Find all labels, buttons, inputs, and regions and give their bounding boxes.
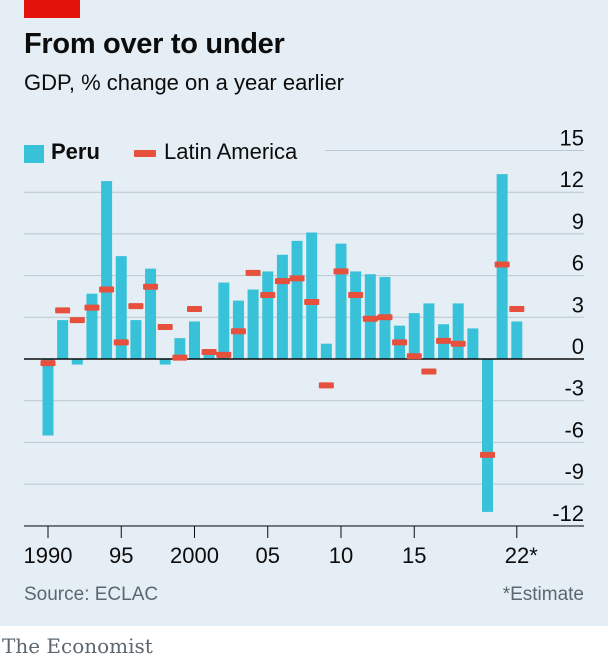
peru-bar	[42, 359, 54, 436]
latin-america-marker	[494, 261, 510, 268]
latin-america-marker	[289, 275, 305, 282]
estimate-footnote: *Estimate	[502, 584, 584, 605]
peru-bar	[262, 271, 274, 359]
y-tick-label: 0	[572, 334, 584, 359]
x-tick-label: 15	[402, 543, 426, 568]
latin-america-marker	[230, 328, 246, 335]
gdp-bar-chart: 15 12 9 6 3 0 -3 -6 -9 -12 1990 95 2000 05 10 15 22*	[24, 126, 584, 568]
y-tick-label: -9	[564, 459, 584, 484]
economist-brand: The Economist	[2, 634, 153, 658]
peru-bar	[101, 181, 113, 359]
x-tick-label: 22*	[505, 543, 538, 568]
latin-america-marker	[362, 315, 378, 322]
peru-bar	[174, 338, 186, 359]
x-tick-label: 10	[329, 543, 353, 568]
peru-bar	[511, 321, 523, 359]
latin-america-marker	[406, 353, 422, 360]
latin-america-marker	[274, 278, 290, 285]
peru-bar	[350, 271, 362, 359]
peru-bar	[452, 303, 464, 359]
latin-america-marker	[55, 307, 71, 314]
latin-america-marker	[128, 303, 144, 310]
peru-bar	[115, 256, 127, 359]
peru-bar	[467, 328, 479, 359]
latin-america-marker	[99, 286, 115, 293]
y-tick-label: 12	[560, 167, 584, 192]
peru-bar	[218, 282, 230, 359]
peru-bar	[57, 320, 69, 359]
latin-america-marker	[348, 292, 364, 299]
peru-bar	[130, 320, 142, 359]
chart-subtitle: GDP, % change on a year earlier	[24, 70, 344, 95]
y-tick-label: 15	[560, 126, 584, 151]
latin-america-marker	[113, 339, 129, 346]
latin-america-marker	[157, 324, 173, 331]
y-tick-label: -6	[564, 417, 584, 442]
peru-bar	[423, 303, 435, 359]
peru-bar	[189, 321, 200, 359]
source-note: Source: ECLAC	[24, 584, 159, 605]
latin-america-marker	[260, 292, 276, 299]
latin-america-marker	[450, 340, 466, 347]
x-tick-label: 05	[256, 543, 280, 568]
peru-bar	[159, 359, 171, 365]
latin-america-marker	[392, 339, 408, 346]
latin-america-marker	[69, 317, 85, 324]
peru-bar	[306, 232, 318, 359]
latin-america-marker	[84, 304, 100, 311]
peru-bar	[86, 293, 98, 359]
y-tick-label: 9	[572, 209, 584, 234]
peru-bar	[291, 240, 303, 359]
latin-america-marker	[245, 269, 261, 276]
latin-america-marker	[201, 349, 217, 356]
x-tick-label: 95	[109, 543, 133, 568]
legend-latin-america-label: Latin America	[164, 139, 298, 164]
latin-america-marker	[421, 368, 437, 375]
y-tick-label: -12	[552, 501, 584, 526]
x-tick-label: 2000	[170, 543, 219, 568]
legend-peru-swatch	[24, 145, 44, 163]
latin-america-marker	[143, 283, 159, 290]
peru-bar	[247, 289, 259, 359]
latin-america-marker	[436, 337, 452, 344]
latin-america-marker	[377, 314, 393, 321]
brand-red-tag	[24, 0, 80, 18]
peru-bar	[482, 359, 493, 512]
latin-america-marker	[480, 451, 495, 458]
peru-bar	[145, 268, 157, 359]
x-tick-label: 1990	[24, 543, 73, 568]
latin-america-markers	[40, 261, 525, 458]
peru-bar	[335, 243, 347, 359]
x-axis: 1990 95 2000 05 10 15 22*	[24, 525, 584, 568]
latin-america-marker	[187, 305, 202, 312]
chart-title: From over to under	[24, 28, 285, 60]
y-tick-label: 3	[572, 292, 584, 317]
legend-latin-america-swatch	[134, 150, 156, 157]
peru-bar	[276, 254, 288, 359]
peru-bar	[408, 313, 420, 359]
y-tick-label: 6	[572, 251, 584, 276]
latin-america-marker	[333, 268, 349, 275]
latin-america-marker	[509, 305, 525, 312]
latin-america-marker	[304, 299, 320, 306]
peru-bar	[320, 343, 332, 359]
latin-america-marker	[172, 354, 188, 361]
latin-america-marker	[318, 382, 334, 389]
y-axis-tick-labels: 15 12 9 6 3 0 -3 -6 -9 -12	[552, 126, 584, 526]
latin-america-marker	[40, 360, 56, 367]
latin-america-marker	[216, 351, 232, 358]
y-tick-label: -3	[564, 376, 584, 401]
peru-bar	[71, 359, 83, 365]
legend-peru-label: Peru	[51, 139, 100, 164]
